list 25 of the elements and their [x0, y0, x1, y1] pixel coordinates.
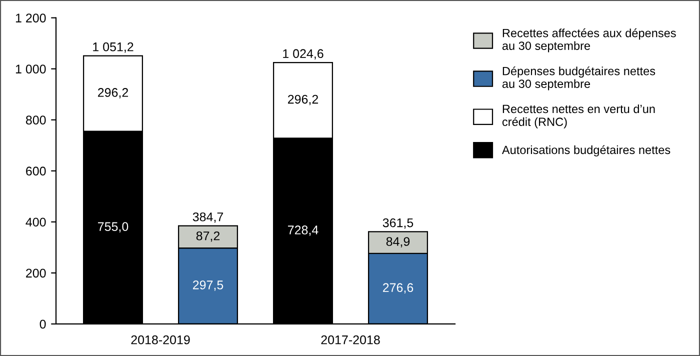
total-label: 1 024,6 — [283, 49, 324, 60]
data-label: 728,4 — [288, 226, 318, 236]
y-tick-label: 200 — [26, 268, 46, 278]
y-tick-label: 800 — [26, 116, 46, 125]
data-label: 296,2 — [98, 88, 128, 98]
data-label: 276,6 — [382, 283, 414, 294]
legend-label: Recettes nettes en vertu d’un crédit (RNC) — [502, 104, 655, 128]
x-tick-label: 2018-2019 — [131, 335, 190, 344]
data-label: 755,0 — [98, 222, 128, 232]
data-label: 87,2 — [196, 231, 220, 242]
total-label: 384,7 — [192, 212, 224, 223]
y-tick-label: 600 — [26, 166, 46, 176]
data-label: 297,5 — [192, 280, 224, 291]
legend-label: Autorisations budgétaires nettes — [502, 145, 670, 156]
data-label: 84,9 — [386, 237, 410, 248]
legend-label: Recettes affectées aux dépenses au 30 septembre — [502, 28, 676, 52]
y-tick-label: 400 — [26, 218, 46, 227]
total-label: 1 051,2 — [93, 42, 134, 53]
total-label: 361,5 — [382, 218, 414, 229]
y-tick-label: 1 000 — [16, 64, 46, 74]
legend-label: Dépenses budgétaires nettes au 30 septembre — [502, 66, 656, 90]
y-tick-label: 1 200 — [16, 14, 46, 22]
data-label: 296,2 — [288, 94, 318, 106]
x-tick-label: 2017-2018 — [321, 335, 380, 344]
y-tick-label: 0 — [40, 320, 46, 329]
